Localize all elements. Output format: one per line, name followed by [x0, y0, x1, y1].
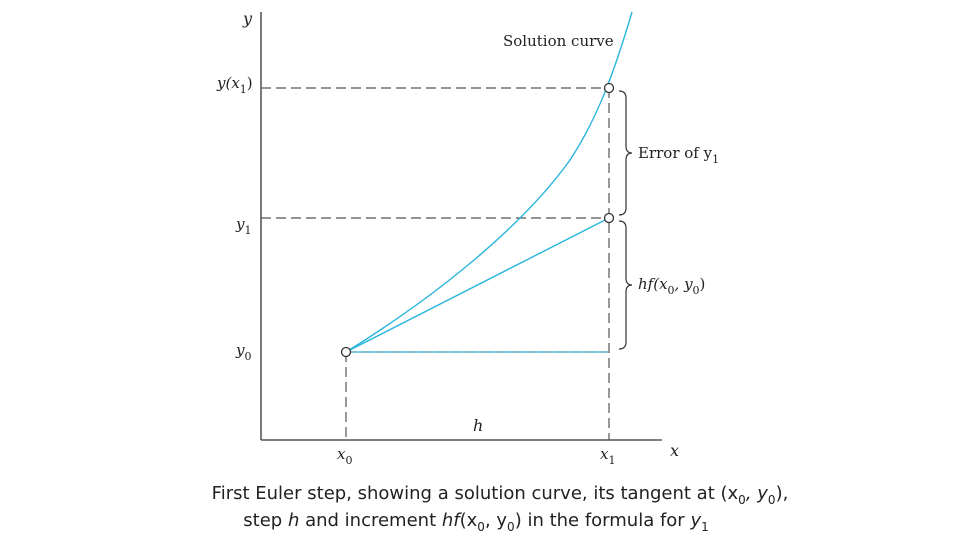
error-brace	[618, 90, 633, 216]
caption-line-1: First Euler step, showing a solution cur…	[211, 483, 789, 507]
solution-curve	[345, 11, 633, 353]
y-axis-label: y	[242, 9, 253, 28]
tick-y-x1: y(x1)	[216, 74, 253, 96]
step-label: h	[473, 416, 483, 435]
tick-x0: x0	[337, 445, 352, 467]
tick-y1: y1	[235, 215, 251, 237]
point-x0-y0	[340, 346, 352, 358]
increment-brace	[618, 220, 633, 350]
point-x1-y1	[603, 212, 615, 224]
tick-x1: x1	[600, 445, 615, 467]
tangent-line	[345, 217, 610, 353]
x-axis-label: x	[670, 441, 679, 460]
tick-y0: y0	[235, 341, 251, 363]
increment-label: hf(x0, y0)	[638, 275, 705, 297]
error-label: Error of y1	[638, 144, 719, 166]
caption-line-2: step h and increment hf(x0, y0) in the f…	[243, 510, 709, 534]
point-x1-yx1	[603, 82, 615, 94]
curve-label: Solution curve	[503, 32, 614, 50]
